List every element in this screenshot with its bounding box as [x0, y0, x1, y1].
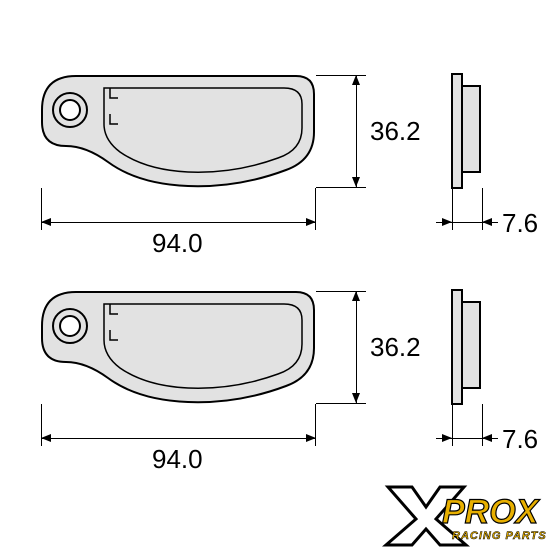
dim-thick-top: 7.6 — [502, 208, 538, 239]
ext-line — [316, 187, 366, 188]
brake-pad-bottom-front — [38, 288, 318, 406]
arrow — [442, 218, 452, 226]
arrow — [352, 291, 360, 301]
logo-tagline: RACING PARTS — [452, 530, 547, 542]
dim-line-height-top — [356, 75, 357, 187]
dim-width-bottom: 94.0 — [152, 444, 203, 475]
arrow — [482, 434, 492, 442]
dim-line-width-top — [41, 222, 316, 223]
arrow — [442, 434, 452, 442]
ext-line — [452, 188, 453, 230]
arrow — [352, 177, 360, 187]
dim-width-top: 94.0 — [152, 228, 203, 259]
dim-line-width-bottom — [41, 438, 316, 439]
brake-pad-top-front — [38, 72, 318, 190]
dim-thick-bottom: 7.6 — [502, 424, 538, 455]
dim-height-top: 36.2 — [370, 116, 421, 147]
arrow — [41, 434, 51, 442]
ext-line — [316, 403, 366, 404]
arrow — [306, 218, 316, 226]
brake-pad-diagram: 36.2 94.0 7.6 36.2 9 — [0, 0, 560, 560]
ext-line — [452, 404, 453, 446]
dim-line-height-bottom — [356, 291, 357, 403]
arrow — [41, 218, 51, 226]
arrow — [352, 75, 360, 85]
prox-logo: PROX RACING PARTS — [382, 477, 552, 552]
logo-brand: PROX — [442, 493, 541, 531]
dim-height-bottom: 36.2 — [370, 332, 421, 363]
arrow — [306, 434, 316, 442]
arrow — [482, 218, 492, 226]
brake-pad-bottom-side — [450, 288, 484, 411]
arrow — [352, 393, 360, 403]
brake-pad-top-side — [450, 72, 484, 195]
